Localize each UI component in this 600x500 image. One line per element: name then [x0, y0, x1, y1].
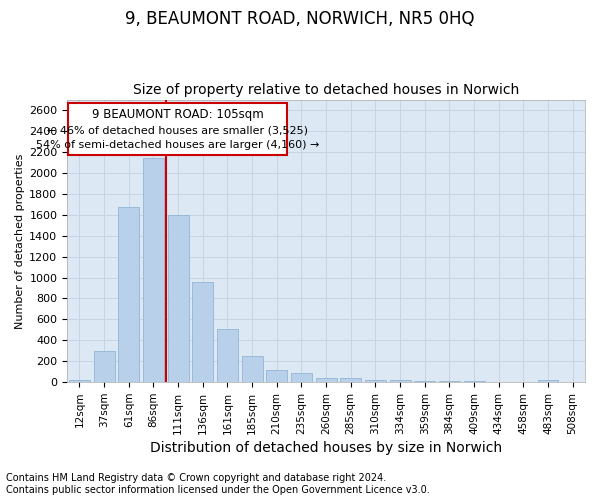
Bar — [266, 370, 287, 382]
Bar — [94, 351, 115, 382]
Bar — [118, 208, 139, 382]
Text: 9 BEAUMONT ROAD: 105sqm: 9 BEAUMONT ROAD: 105sqm — [92, 108, 263, 120]
Text: 54% of semi-detached houses are larger (4,160) →: 54% of semi-detached houses are larger (… — [36, 140, 319, 150]
X-axis label: Distribution of detached houses by size in Norwich: Distribution of detached houses by size … — [150, 441, 502, 455]
Bar — [217, 329, 238, 382]
Bar — [167, 214, 188, 382]
Bar — [414, 381, 435, 382]
FancyBboxPatch shape — [68, 102, 287, 154]
Text: ← 46% of detached houses are smaller (3,525): ← 46% of detached houses are smaller (3,… — [47, 125, 308, 135]
Bar — [538, 380, 559, 382]
Bar — [143, 158, 164, 382]
Bar — [69, 380, 90, 382]
Text: Contains HM Land Registry data © Crown copyright and database right 2024.
Contai: Contains HM Land Registry data © Crown c… — [6, 474, 430, 495]
Bar — [389, 380, 410, 382]
Bar — [439, 381, 460, 382]
Bar — [464, 381, 485, 382]
Bar — [291, 373, 312, 382]
Y-axis label: Number of detached properties: Number of detached properties — [15, 153, 25, 328]
Bar — [192, 282, 213, 382]
Text: 9, BEAUMONT ROAD, NORWICH, NR5 0HQ: 9, BEAUMONT ROAD, NORWICH, NR5 0HQ — [125, 10, 475, 28]
Title: Size of property relative to detached houses in Norwich: Size of property relative to detached ho… — [133, 83, 519, 97]
Bar — [340, 378, 361, 382]
Bar — [242, 356, 263, 382]
Bar — [316, 378, 337, 382]
Bar — [365, 380, 386, 382]
